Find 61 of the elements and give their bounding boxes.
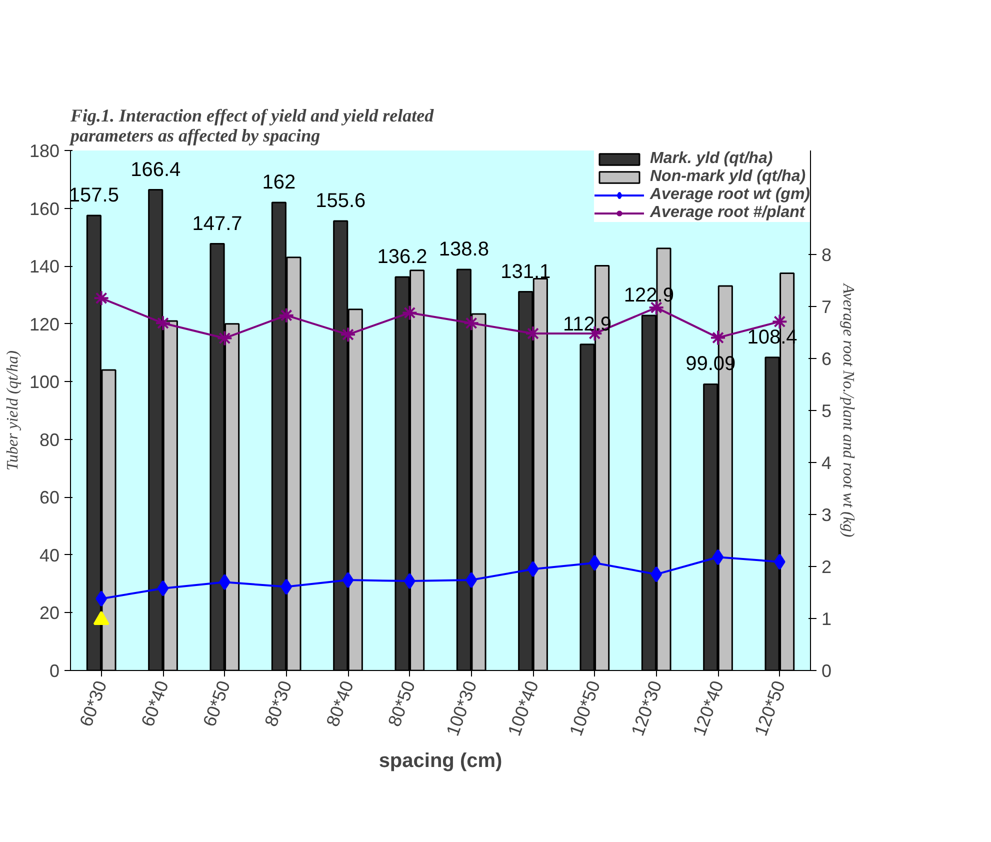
- y-tick-label: 160: [29, 198, 60, 219]
- x-tick-label: 120*40: [689, 678, 728, 739]
- y2-tick-label: 1: [822, 609, 832, 629]
- data-label: 138.8: [438, 238, 489, 261]
- point: [278, 307, 294, 324]
- point: [463, 315, 480, 332]
- legend-label: Non-mark yld (qt/ha): [650, 168, 806, 186]
- point: [155, 315, 171, 332]
- data-label: 147.7: [192, 212, 242, 235]
- point: [93, 290, 110, 306]
- legend-label: Average root wt (gm): [650, 186, 810, 204]
- y2-tick-label: 4: [822, 453, 832, 473]
- data-label: 166.4: [130, 158, 181, 181]
- point: [342, 572, 354, 588]
- y-tick-label: 140: [29, 256, 60, 277]
- point: [340, 326, 356, 343]
- x-tick-label: 60*40: [138, 678, 172, 730]
- data-label: 155.6: [316, 190, 366, 212]
- point: [216, 330, 233, 346]
- y-axis-title: Tuber yield (qt/ha): [4, 350, 22, 470]
- point: [712, 549, 724, 566]
- legend-label: Mark. yld (qt/ha): [650, 150, 773, 168]
- x-tick-label: 120*50: [750, 678, 790, 739]
- x-tick-label: 120*30: [627, 678, 666, 739]
- y-tick-label: 40: [39, 545, 60, 566]
- y2-axis-title: Average root No./plant and root wt (kg): [840, 282, 857, 538]
- point: [772, 314, 788, 330]
- y2-tick-label: 2: [822, 557, 832, 577]
- data-label: 131.1: [500, 260, 551, 283]
- y-tick-label: 0: [49, 661, 60, 681]
- point: [402, 304, 418, 321]
- y-tick-label: 80: [39, 430, 60, 450]
- point: [525, 326, 541, 342]
- data-label: 136.2: [377, 246, 428, 268]
- y-tick-label: 20: [39, 603, 60, 624]
- point: [710, 330, 726, 346]
- y2-tick-label: 3: [822, 505, 832, 525]
- y2-tick-label: 5: [822, 401, 832, 421]
- x-tick-label: 100*30: [442, 678, 481, 739]
- x-tick-label: 80*40: [322, 678, 358, 730]
- x-tick-label: 80*30: [260, 678, 296, 730]
- x-tick-label: 100*40: [504, 678, 542, 739]
- y2-tick-label: 7: [822, 297, 832, 317]
- chart-title: Fig.1. Interaction effect of yield and yield related parameters as affected by spacing: [68, 106, 435, 146]
- x-tick-label: 80*50: [384, 678, 420, 730]
- y-tick-label: 180: [29, 141, 60, 161]
- x-tick-label: 60*50: [199, 678, 234, 730]
- y-tick-label: 60: [39, 488, 60, 508]
- x-tick-label: 60*30: [76, 678, 111, 730]
- data-label: 157.5: [68, 184, 119, 206]
- x-tick-label: 100*50: [566, 678, 604, 739]
- y2-tick-label: 6: [822, 349, 832, 369]
- y2-tick-label: 8: [822, 245, 832, 265]
- y2-tick-label: 0: [822, 661, 832, 681]
- legend-label: Average root #/plant: [650, 204, 805, 222]
- data-label: 162: [262, 172, 296, 194]
- point: [157, 580, 169, 596]
- x-axis-title: spacing (cm): [378, 750, 502, 772]
- y-tick-label: 120: [29, 314, 60, 334]
- y-tick-label: 100: [29, 372, 60, 392]
- point: [527, 561, 539, 578]
